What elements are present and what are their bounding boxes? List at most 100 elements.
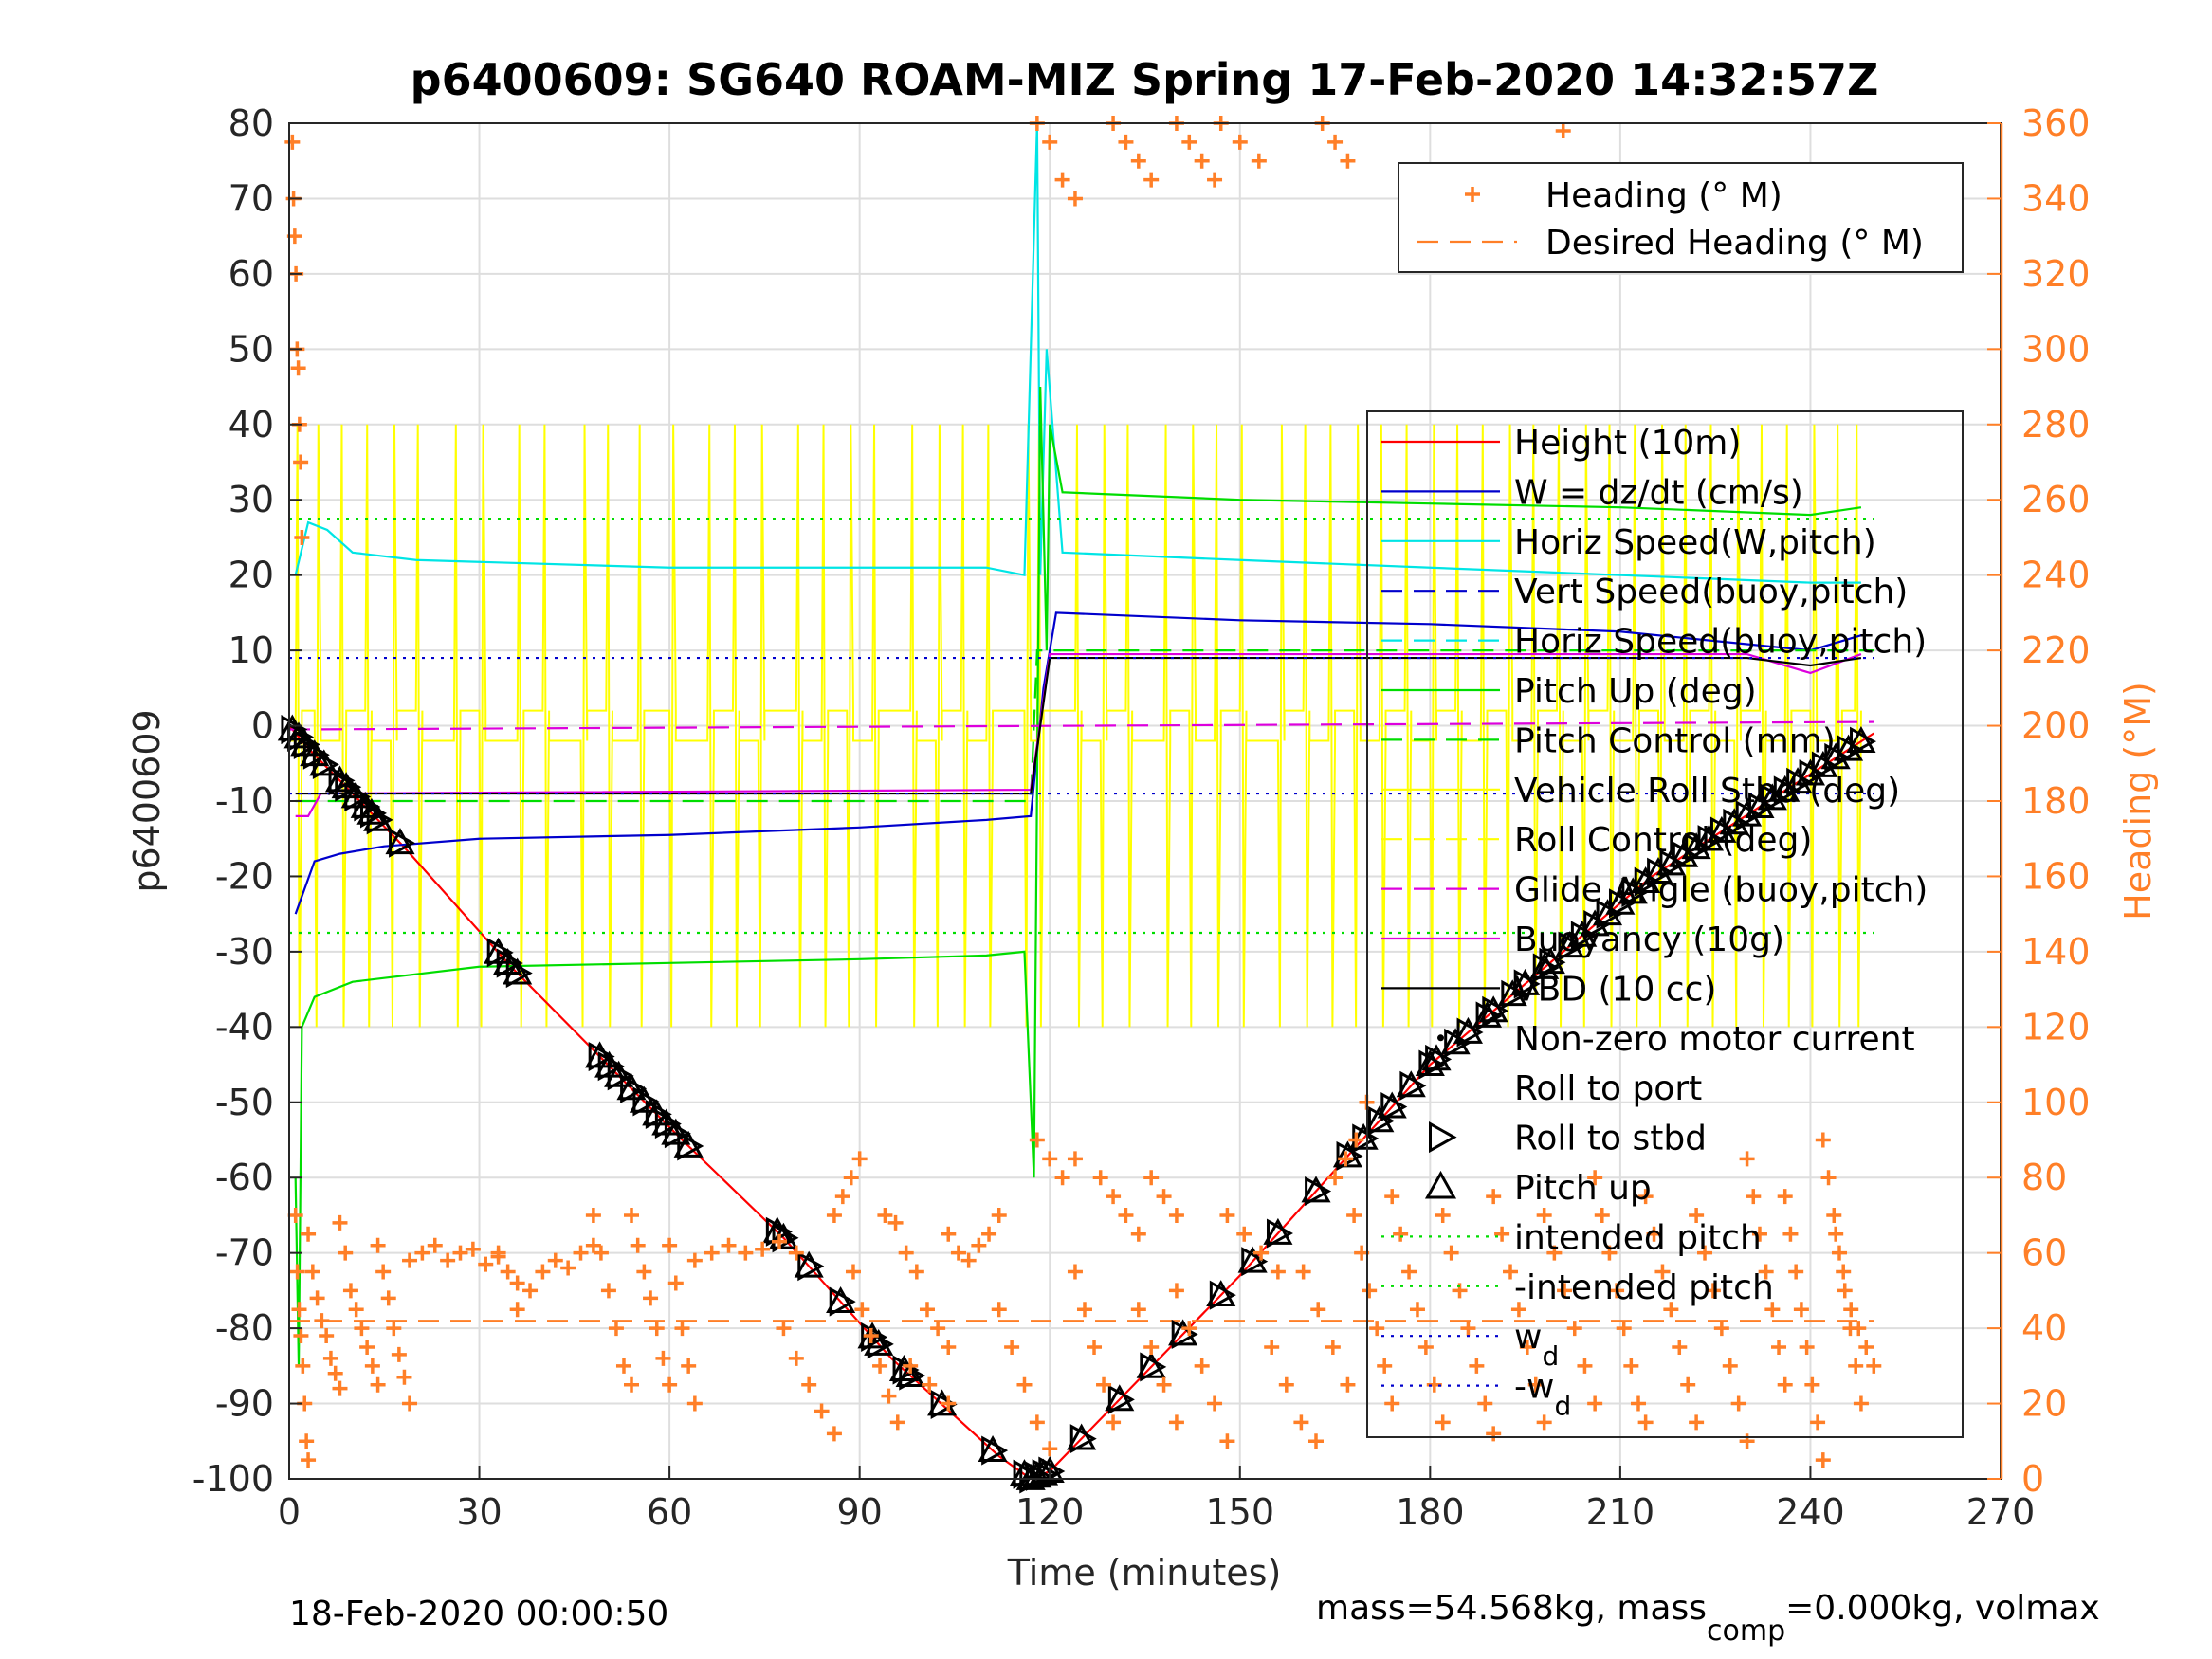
heading-point <box>843 1170 859 1186</box>
heading-point <box>1771 1339 1787 1355</box>
heading-point <box>991 1207 1007 1223</box>
y-tick-label-right: 200 <box>2021 705 2091 747</box>
heading-point <box>1836 1264 1852 1280</box>
heading-point <box>314 1313 330 1329</box>
heading-point <box>662 1237 678 1253</box>
heading-point <box>788 1350 804 1366</box>
heading-point <box>1705 1283 1721 1299</box>
heading-point <box>1858 1339 1874 1355</box>
heading-point <box>600 1283 616 1299</box>
heading-point <box>547 1252 563 1268</box>
x-tick-label: 90 <box>836 1491 882 1533</box>
heading-point <box>788 1245 804 1261</box>
footer-mass-info: mass=54.568kg, masscomp=0.000kg, volmax <box>1316 1589 2100 1648</box>
heading-point <box>1739 1433 1755 1449</box>
heading-point <box>1594 1207 1610 1223</box>
roll-marker <box>1634 866 1661 897</box>
heading-point <box>1156 1376 1172 1393</box>
heading-point <box>309 1290 325 1306</box>
heading-point <box>304 1264 320 1280</box>
y-tick-label-left: 0 <box>251 705 274 747</box>
heading-point <box>941 1226 957 1242</box>
heading-point <box>1194 153 1210 169</box>
heading-point <box>332 1380 348 1396</box>
legend-label: Roll to stbd <box>1514 1120 1707 1158</box>
heading-point <box>1435 1207 1451 1223</box>
heading-point <box>359 1339 375 1355</box>
y-tick-label-right: 280 <box>2021 404 2091 446</box>
heading-point <box>1106 1189 1122 1205</box>
heading-point <box>287 1207 303 1223</box>
heading-point <box>1143 172 1160 188</box>
roll-marker <box>1709 816 1737 847</box>
roll-marker <box>797 1251 825 1282</box>
heading-point <box>1646 1226 1662 1242</box>
heading-point <box>1042 134 1058 150</box>
pitch-up-marker <box>1795 758 1825 786</box>
legend-label: Non-zero motor current <box>1514 1020 1915 1059</box>
heading-point <box>585 1237 601 1253</box>
y-tick-label-right: 260 <box>2021 479 2091 520</box>
pitch-up-marker <box>1472 1000 1503 1028</box>
heading-point <box>1401 1264 1417 1280</box>
roll-marker <box>1501 979 1528 1010</box>
pitch-up-marker <box>1332 1140 1362 1168</box>
y-tick-label-left: 50 <box>229 328 274 370</box>
y-tick-label-left: -20 <box>215 855 274 897</box>
heading-point <box>348 1302 364 1318</box>
legend-label: Vehicle Roll Stbd (deg) <box>1514 772 1900 811</box>
heading-point <box>1308 1433 1324 1449</box>
heading-point <box>1264 1339 1280 1355</box>
heading-point <box>1630 1395 1646 1412</box>
heading-point <box>950 1245 966 1261</box>
roll-marker <box>620 1073 648 1103</box>
pitch-up-marker <box>616 1073 647 1101</box>
heading-point <box>1219 1207 1235 1223</box>
heading-point <box>872 1358 888 1374</box>
heading-point <box>354 1321 370 1337</box>
heading-point <box>299 1433 315 1449</box>
series-line <box>288 720 1874 731</box>
y-tick-label-right: 340 <box>2021 177 2091 219</box>
heading-point <box>1118 1207 1134 1223</box>
heading-point <box>1130 1302 1146 1318</box>
y-tick-label-right: 120 <box>2021 1006 2091 1048</box>
y-tick-label-left: 10 <box>229 629 274 671</box>
heading-point <box>1054 1170 1070 1186</box>
footer-mass-text-2: =0.000kg, volmax <box>1785 1589 2100 1628</box>
y-axis-label-right: Heading (°M) <box>2117 682 2159 921</box>
roll-marker <box>1305 1176 1332 1207</box>
legend-heading-symbol <box>1465 187 1480 202</box>
roll-marker <box>1513 969 1541 999</box>
roll-marker <box>1456 1017 1484 1048</box>
axes: 0 30 60 90 120 150 180 210 240 270-100-90-80-70-6… <box>192 102 2091 1533</box>
heading-point <box>1130 153 1146 169</box>
heading-point <box>1637 1414 1654 1431</box>
legend-main: Height (10m) W = dz/dt (cm/s) Horiz Speed(… <box>1366 410 1964 1438</box>
heading-point <box>1393 1226 1409 1242</box>
heading-point <box>391 1346 407 1362</box>
heading-point <box>1689 1414 1705 1431</box>
heading-point <box>1130 1226 1146 1242</box>
heading-point <box>1340 1376 1356 1393</box>
roll-marker <box>1723 808 1750 838</box>
legend-main-box <box>1366 410 1964 1438</box>
x-tick-label: 150 <box>1206 1491 1275 1533</box>
heading-point <box>1853 1395 1869 1412</box>
heading-point <box>908 1264 924 1280</box>
roll-marker <box>645 1099 672 1129</box>
heading-point <box>1663 1302 1679 1318</box>
heading-point <box>1510 1302 1526 1318</box>
heading-point <box>478 1256 494 1272</box>
heading-point <box>615 1358 631 1374</box>
x-tick-label: 30 <box>456 1491 502 1533</box>
legend-label: Pitch Up (deg) <box>1514 672 1757 711</box>
pitch-up-marker <box>1631 866 1661 894</box>
roll-marker <box>1266 1218 1293 1249</box>
y-tick-label-left: -30 <box>215 931 274 973</box>
pitch-up-marker <box>978 1435 1008 1462</box>
pitch-up-marker <box>1105 1384 1135 1412</box>
roll-marker <box>1672 841 1699 871</box>
heading-point <box>402 1252 418 1268</box>
heading-point <box>1680 1376 1696 1393</box>
